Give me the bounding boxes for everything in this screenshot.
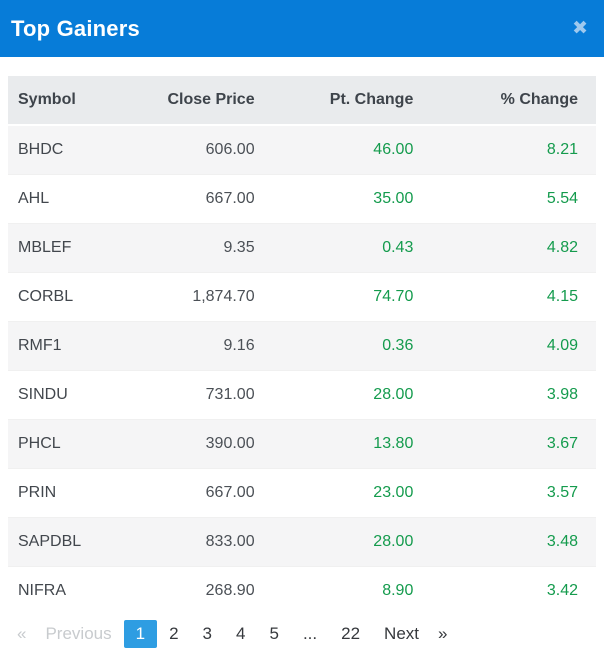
close-price-cell: 268.90 bbox=[137, 565, 273, 615]
symbol-cell: BHDC bbox=[18, 140, 64, 158]
column-header-symbol: Symbol bbox=[8, 76, 138, 126]
close-price-cell: 667.00 bbox=[137, 467, 273, 517]
page-button-5[interactable]: 5 bbox=[269, 624, 279, 643]
table-row: AHL 667.00 35.00 5.54 bbox=[8, 173, 596, 223]
symbol-cell: AHL bbox=[8, 173, 138, 223]
pct-change-cell: 3.42 bbox=[431, 565, 596, 615]
pt-change-cell: 35.00 bbox=[272, 173, 432, 223]
symbol-cell: NIFRA bbox=[8, 565, 138, 615]
pt-change-cell: 74.70 bbox=[272, 271, 432, 321]
table-row: BHDC 606.00 46.00 8.21 bbox=[8, 125, 596, 174]
symbol-cell: MBLEF bbox=[8, 222, 138, 272]
table-row: SINDU 731.00 28.00 3.98 bbox=[8, 369, 596, 419]
close-price-cell: 833.00 bbox=[137, 516, 273, 566]
pt-change-cell: 23.00 bbox=[272, 467, 432, 517]
page-button-2[interactable]: 2 bbox=[169, 624, 179, 643]
column-header-pct-change: % Change bbox=[431, 76, 596, 126]
pct-change-cell: 8.21 bbox=[546, 140, 578, 158]
table-row: RMF1 9.16 0.36 4.09 bbox=[8, 320, 596, 370]
table-row: SAPDBL 833.00 28.00 3.48 bbox=[8, 516, 596, 566]
top-gainers-table: Symbol Close Price Pt. Change % Change B… bbox=[8, 76, 596, 615]
close-price-cell: 9.35 bbox=[137, 222, 273, 272]
pct-change-cell: 3.67 bbox=[431, 418, 596, 468]
pct-change-cell: 4.15 bbox=[431, 271, 596, 321]
pt-change-cell: 0.36 bbox=[272, 320, 432, 370]
table-row: CORBL 1,874.70 74.70 4.15 bbox=[8, 271, 596, 321]
close-price-cell: 606.00 bbox=[205, 140, 255, 158]
pt-change-cell: 28.00 bbox=[272, 369, 432, 419]
previous-button[interactable]: Previous bbox=[45, 624, 112, 643]
pct-change-cell: 5.54 bbox=[431, 173, 596, 223]
column-header-close-price: Close Price bbox=[137, 76, 273, 126]
pt-change-cell: 46.00 bbox=[373, 140, 414, 158]
column-header-pt-change: Pt. Change bbox=[272, 76, 432, 126]
close-price-cell: 1,874.70 bbox=[137, 271, 273, 321]
panel-body: Symbol Close Price Pt. Change % Change B… bbox=[0, 57, 604, 648]
symbol-cell: SINDU bbox=[8, 369, 138, 419]
pct-change-cell: 4.09 bbox=[431, 320, 596, 370]
close-price-cell: 667.00 bbox=[137, 173, 273, 223]
page-button-4[interactable]: 4 bbox=[236, 624, 246, 643]
symbol-cell: CORBL bbox=[8, 271, 138, 321]
table-row: NIFRA 268.90 8.90 3.42 bbox=[8, 565, 596, 615]
pt-change-cell: 13.80 bbox=[272, 418, 432, 468]
pct-change-cell: 3.98 bbox=[431, 369, 596, 419]
pagination: « Previous 1 2 3 4 5 ... 22 Next » bbox=[10, 620, 596, 648]
pct-change-cell: 3.57 bbox=[431, 467, 596, 517]
pt-change-cell: 8.90 bbox=[272, 565, 432, 615]
pct-change-cell: 4.82 bbox=[431, 222, 596, 272]
close-icon[interactable]: ✖ bbox=[572, 18, 588, 39]
page-button-1[interactable]: 1 bbox=[123, 620, 158, 648]
table-row: MBLEF 9.35 0.43 4.82 bbox=[8, 222, 596, 272]
symbol-cell: PRIN bbox=[8, 467, 138, 517]
page-button-22[interactable]: 22 bbox=[341, 624, 361, 643]
table-row: PHCL 390.00 13.80 3.67 bbox=[8, 418, 596, 468]
pt-change-cell: 0.43 bbox=[272, 222, 432, 272]
table-header-row: Symbol Close Price Pt. Change % Change bbox=[8, 76, 596, 126]
symbol-cell: SAPDBL bbox=[8, 516, 138, 566]
close-price-cell: 731.00 bbox=[137, 369, 273, 419]
next-arrow[interactable]: » bbox=[438, 624, 448, 643]
pt-change-cell: 28.00 bbox=[272, 516, 432, 566]
page-button-3[interactable]: 3 bbox=[202, 624, 213, 643]
page-ellipsis: ... bbox=[302, 624, 318, 643]
table-row: PRIN 667.00 23.00 3.57 bbox=[8, 467, 596, 517]
previous-arrow[interactable]: « bbox=[17, 624, 27, 643]
pct-change-cell: 3.48 bbox=[431, 516, 596, 566]
symbol-cell: RMF1 bbox=[8, 320, 138, 370]
panel-title: Top Gainers bbox=[11, 15, 140, 41]
close-price-cell: 390.00 bbox=[137, 418, 273, 468]
close-price-cell: 9.16 bbox=[137, 320, 273, 370]
panel-titlebar: Top Gainers ✖ bbox=[0, 0, 604, 57]
symbol-cell: PHCL bbox=[8, 418, 138, 468]
next-button[interactable]: Next bbox=[384, 624, 420, 643]
